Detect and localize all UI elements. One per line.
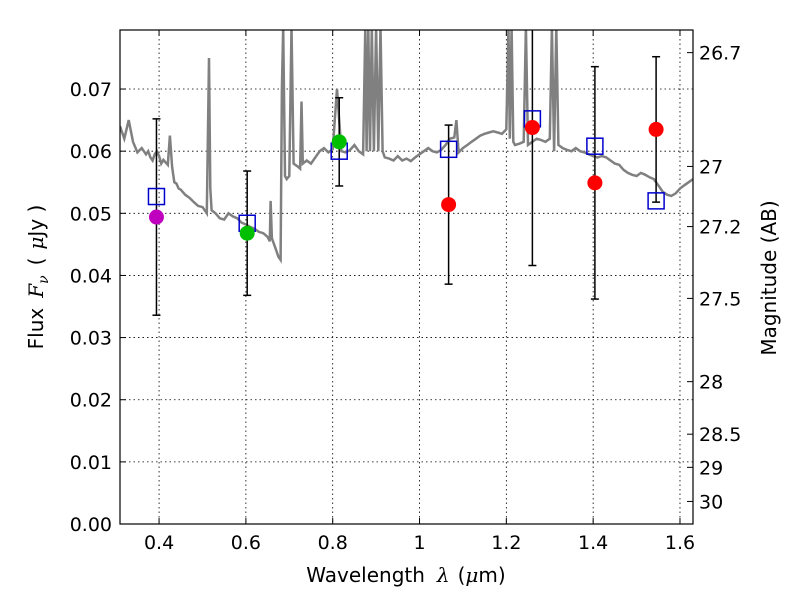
observed-point — [524, 120, 540, 136]
grid — [120, 30, 693, 524]
y-tick-label: 0.03 — [70, 328, 112, 350]
template-spectrum-line — [120, 30, 693, 264]
magnitude-tick-label: 27.2 — [699, 217, 741, 239]
observed-point — [587, 175, 603, 191]
magnitude-axis-label: Magnitude (AB) — [757, 200, 781, 355]
x-tick-label: 0.8 — [318, 532, 348, 554]
magnitude-tick-label: 27 — [699, 156, 723, 178]
model-square — [586, 137, 604, 155]
observed-point — [239, 225, 255, 241]
x-tick-label: 0.6 — [231, 532, 261, 554]
y-axis-label: FluxFν(μJy ) — [24, 205, 52, 350]
y-tick-label: 0.07 — [70, 79, 112, 101]
model-points — [147, 110, 665, 233]
x-axis-label: Wavelength λ (μm) — [306, 563, 505, 587]
x-tick-label: 1.6 — [665, 532, 695, 554]
x-tick-label: 1.4 — [578, 532, 608, 554]
observed-point — [331, 134, 347, 150]
y-tick-label: 0.01 — [70, 452, 112, 474]
y-tick-label: 0.04 — [70, 265, 112, 287]
y-tick-label: 0.05 — [70, 203, 112, 225]
y-tick-label: 0.00 — [70, 514, 112, 536]
x-tick-label: 1.2 — [491, 532, 521, 554]
model-square — [147, 187, 166, 206]
plot-frame — [119, 29, 694, 525]
model-square — [439, 140, 458, 159]
magnitude-tick-label: 26.7 — [699, 43, 741, 65]
x-tick-label: 0.4 — [144, 532, 174, 554]
magnitude-tick-label: 28 — [699, 372, 723, 394]
observed-point — [648, 121, 664, 137]
magnitude-tick-label: 30 — [699, 491, 723, 513]
y-tick-label: 0.02 — [70, 390, 112, 412]
magnitude-tick-label: 29 — [699, 457, 723, 479]
observed-point — [148, 209, 164, 225]
x-tick-label: 1 — [413, 532, 425, 554]
y-tick-label: 0.06 — [70, 141, 112, 163]
magnitude-tick-label: 28.5 — [699, 424, 741, 446]
axis-ticks: 0.4 0.6 0.8 1 1.2 1.4 1.6 0.00 0.01 0.02 0.03 0.04 0… — [70, 30, 741, 554]
observed-point — [441, 197, 457, 213]
model-square — [647, 192, 665, 210]
magnitude-tick-label: 27.5 — [699, 288, 741, 310]
observed-points — [148, 120, 664, 241]
